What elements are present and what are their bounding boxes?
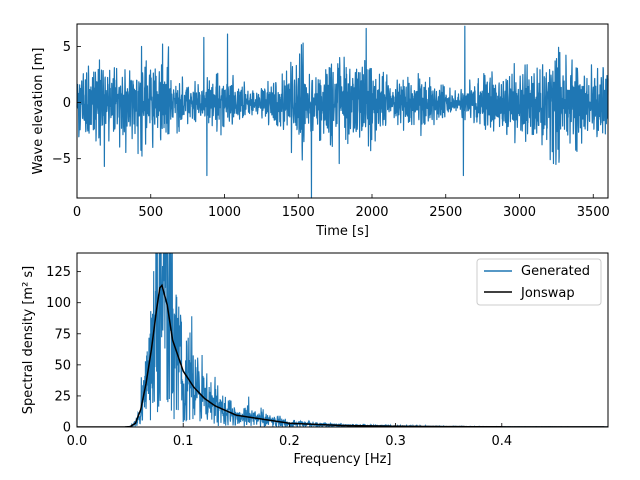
bottom-y-tick-label: 0 [63,421,71,436]
top-x-tick-label: 1000 [208,205,241,220]
top-x-tick-label: 3500 [577,205,610,220]
bottom-x-tick-label: 0.3 [385,434,406,449]
top-x-tick-label: 3000 [503,205,536,220]
bottom-x-tick-label: 0.4 [491,434,512,449]
bottom-y-axis-label: Spectral density [m² s] [21,266,36,415]
bottom-y-tick-label: 50 [54,358,71,373]
legend-label-jonswap: Jonswap [520,286,575,301]
legend: Generated Jonswap [476,258,602,306]
bottom-x-tick-label: 0.0 [67,434,88,449]
bottom-x-tick-label: 0.2 [279,434,300,449]
top-y-tick-label: 5 [63,40,71,55]
top-y-axis-label: Wave elevation [m] [31,48,46,175]
bottom-y-tick-label: 125 [46,265,71,280]
generated-elevation-line [76,25,609,199]
top-axes-frame [76,23,609,199]
top-x-axis-label: Time [s] [315,224,369,239]
bottom-axes-frame [76,252,609,428]
top-x-tick-label: 1500 [282,205,315,220]
top-x-tick-label: 2000 [355,205,388,220]
bottom-x-tick-label: 0.1 [173,434,194,449]
legend-label-generated: Generated [521,264,590,279]
wave-elevation-chart: 0 500 1000 1500 2000 2500 3000 3500 −5 0 5 Time [… [31,23,610,239]
top-x-tick-label: 2500 [429,205,462,220]
top-y-tick-label: −5 [52,152,71,167]
bottom-x-axis-label: Frequency [Hz] [293,452,391,467]
top-x-tick-label: 500 [138,205,163,220]
bottom-y-tick-label: 100 [46,296,71,311]
generated-elevation-series [76,25,609,199]
top-y-tick-label: 0 [63,96,71,111]
bottom-y-tick-label: 25 [54,389,71,404]
top-x-tick-label: 0 [73,205,81,220]
spectral-density-chart: 0.0 0.1 0.2 0.3 0.4 0 25 50 75 100 125 Frequency … [21,252,609,467]
bottom-y-tick-label: 75 [54,327,71,342]
